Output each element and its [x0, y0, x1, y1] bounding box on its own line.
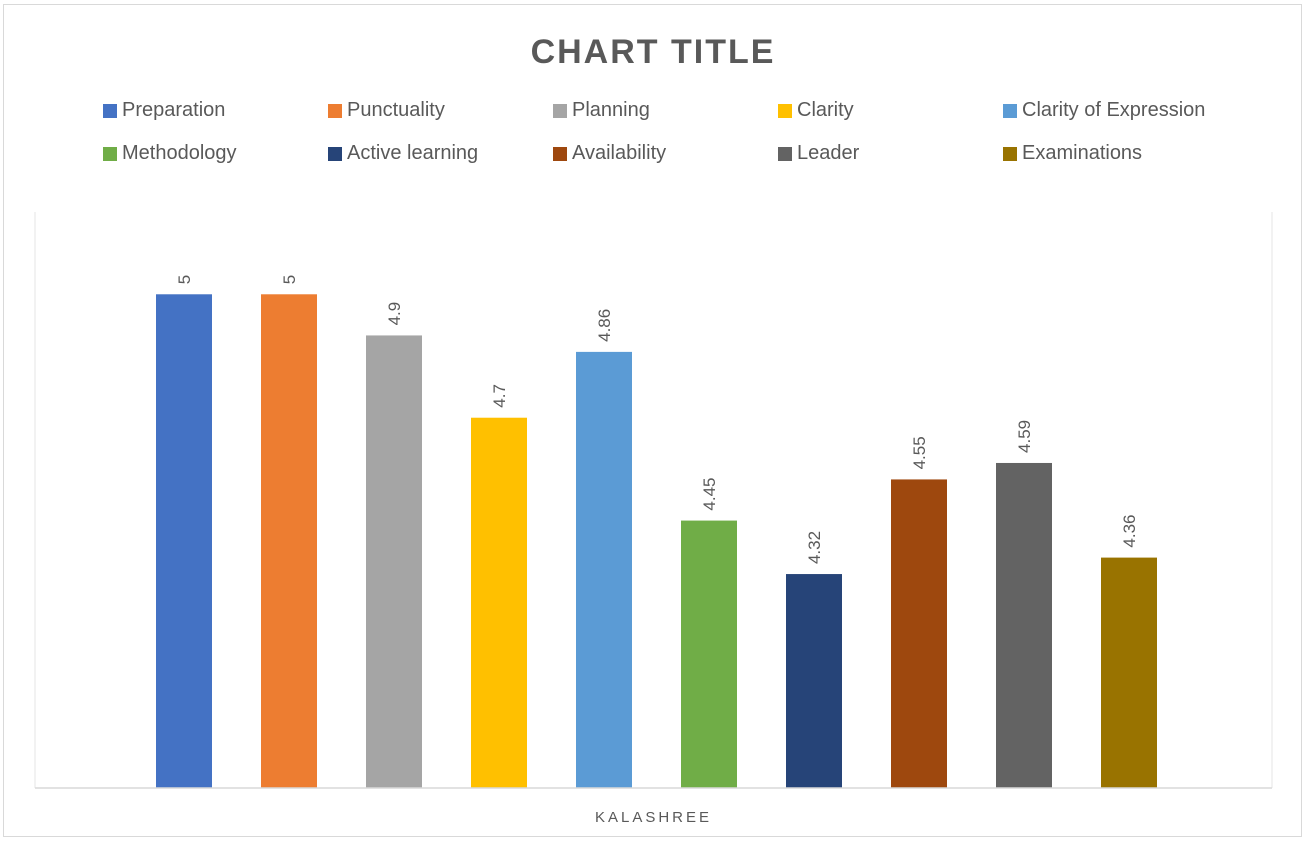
legend-label: Planning: [572, 99, 650, 121]
legend-item: Preparation: [103, 99, 225, 122]
legend-label: Methodology: [122, 142, 237, 164]
bar: [156, 294, 212, 788]
bar: [681, 520, 737, 788]
legend-item: Clarity of Expression: [1003, 99, 1205, 122]
chart-title: CHART TITLE: [530, 33, 776, 71]
legend-swatch: [328, 103, 342, 118]
legend-swatch: [778, 146, 792, 161]
legend-swatch: [103, 103, 117, 118]
legend-item: Active learning: [328, 142, 478, 165]
legend-item: Clarity: [778, 99, 854, 122]
legend-label: Leader: [797, 142, 860, 164]
legend-item: Punctuality: [328, 99, 445, 122]
legend-swatch: [1003, 146, 1017, 161]
legend-item: Examinations: [1003, 142, 1142, 165]
legend-label: Clarity: [797, 99, 854, 121]
data-label: 4.86: [595, 309, 614, 342]
bar: [786, 574, 842, 788]
legend-item: Leader: [778, 142, 859, 165]
legend-label: Examinations: [1022, 142, 1143, 164]
legend-swatch: [328, 146, 342, 161]
legend-item: Methodology: [103, 142, 237, 165]
data-label: 4.55: [910, 436, 929, 469]
data-label: 4.32: [805, 531, 824, 564]
data-label: 5: [280, 275, 299, 284]
data-label: 4.9: [385, 302, 404, 326]
bar: [996, 462, 1052, 788]
legend-label: Punctuality: [347, 99, 445, 121]
bar: [576, 351, 632, 788]
legend-label: Preparation: [122, 99, 226, 121]
data-label: 4.59: [1015, 420, 1034, 453]
legend-label: Availability: [572, 142, 667, 164]
legend-swatch: [103, 146, 117, 161]
bar: [366, 335, 422, 788]
chart-legend: Preparation Punctuality Planning Clarity Cla…: [0, 0, 1306, 200]
bar: [471, 417, 527, 788]
data-label: 4.45: [700, 477, 719, 510]
data-label: 5: [175, 275, 194, 284]
bar: [1101, 557, 1157, 788]
legend-swatch: [1003, 103, 1017, 118]
data-label: 4.7: [490, 384, 509, 408]
legend-item: Planning: [553, 99, 650, 122]
legend-swatch: [553, 103, 567, 118]
legend-swatch: [778, 103, 792, 118]
legend-item: Availability: [553, 142, 666, 165]
legend-label: Active learning: [347, 142, 479, 164]
bar: [891, 479, 947, 788]
data-label: 4.36: [1120, 515, 1139, 548]
chart-area: [3, 4, 1302, 837]
legend-label: Clarity of Expression: [1022, 99, 1206, 121]
bar: [261, 294, 317, 788]
category-label: KALASHREE: [595, 809, 712, 826]
legend-swatch: [553, 146, 567, 161]
